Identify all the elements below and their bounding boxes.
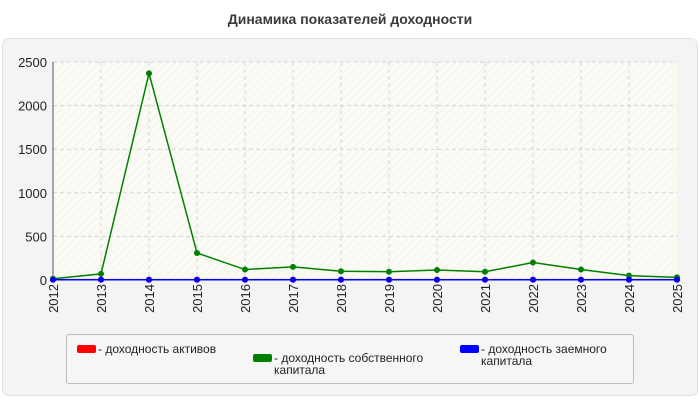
data-point <box>338 268 344 275</box>
x-tick-label: 2015 <box>190 284 205 313</box>
y-tick-label: 1000 <box>18 186 47 201</box>
data-point <box>626 272 632 279</box>
legend-label: - доходность собственного капитала <box>274 351 424 377</box>
x-tick-label: 2013 <box>94 284 109 313</box>
data-point <box>242 276 248 283</box>
data-point <box>146 276 152 283</box>
data-point <box>674 276 680 283</box>
data-point <box>50 276 56 283</box>
data-point <box>242 266 248 273</box>
data-point <box>434 266 440 273</box>
data-point <box>290 263 296 270</box>
y-tick-label: 2500 <box>18 55 47 70</box>
x-tick-label: 2023 <box>574 284 589 313</box>
series-line-1 <box>52 73 678 280</box>
legend-label: - доходность заемного капитала <box>481 342 607 368</box>
x-tick-label: 2022 <box>526 284 541 313</box>
data-point <box>482 268 488 275</box>
y-tick-label: 500 <box>25 229 47 244</box>
data-point <box>338 276 344 283</box>
x-tick-label: 2018 <box>334 284 349 313</box>
data-point <box>530 276 536 283</box>
y-tick-label: 2000 <box>18 99 47 114</box>
data-point <box>146 70 152 77</box>
data-point <box>194 249 200 256</box>
y-tick-label: 0 <box>40 273 47 288</box>
x-tick-label: 2019 <box>382 284 397 313</box>
x-tick-label: 2012 <box>46 284 61 313</box>
data-point <box>578 266 584 273</box>
legend-label: - доходность активов <box>98 342 217 356</box>
data-point <box>98 276 104 283</box>
data-point <box>386 276 392 283</box>
data-point <box>386 268 392 275</box>
legend-swatch-blue <box>460 345 479 353</box>
legend: - доходность активов - доходность собств… <box>66 334 634 384</box>
data-point <box>194 276 200 283</box>
x-tick-label: 2020 <box>430 284 445 313</box>
data-point <box>98 270 104 277</box>
data-point <box>482 276 488 283</box>
plot-area <box>53 62 677 280</box>
data-point <box>578 276 584 283</box>
legend-swatch-red <box>77 345 96 353</box>
chart-title: Динамика показателей доходности <box>227 11 473 27</box>
x-tick-label: 2025 <box>670 284 685 313</box>
x-tick-label: 2024 <box>622 284 637 313</box>
x-tick-label: 2017 <box>286 284 301 313</box>
data-point <box>530 259 536 266</box>
data-point <box>434 276 440 283</box>
y-tick-label: 1500 <box>18 142 47 157</box>
x-tick-label: 2021 <box>478 284 493 313</box>
data-point <box>290 276 296 283</box>
legend-swatch-green <box>253 354 272 362</box>
data-point <box>626 276 632 283</box>
x-tick-label: 2014 <box>142 284 157 313</box>
x-tick-label: 2016 <box>238 284 253 313</box>
